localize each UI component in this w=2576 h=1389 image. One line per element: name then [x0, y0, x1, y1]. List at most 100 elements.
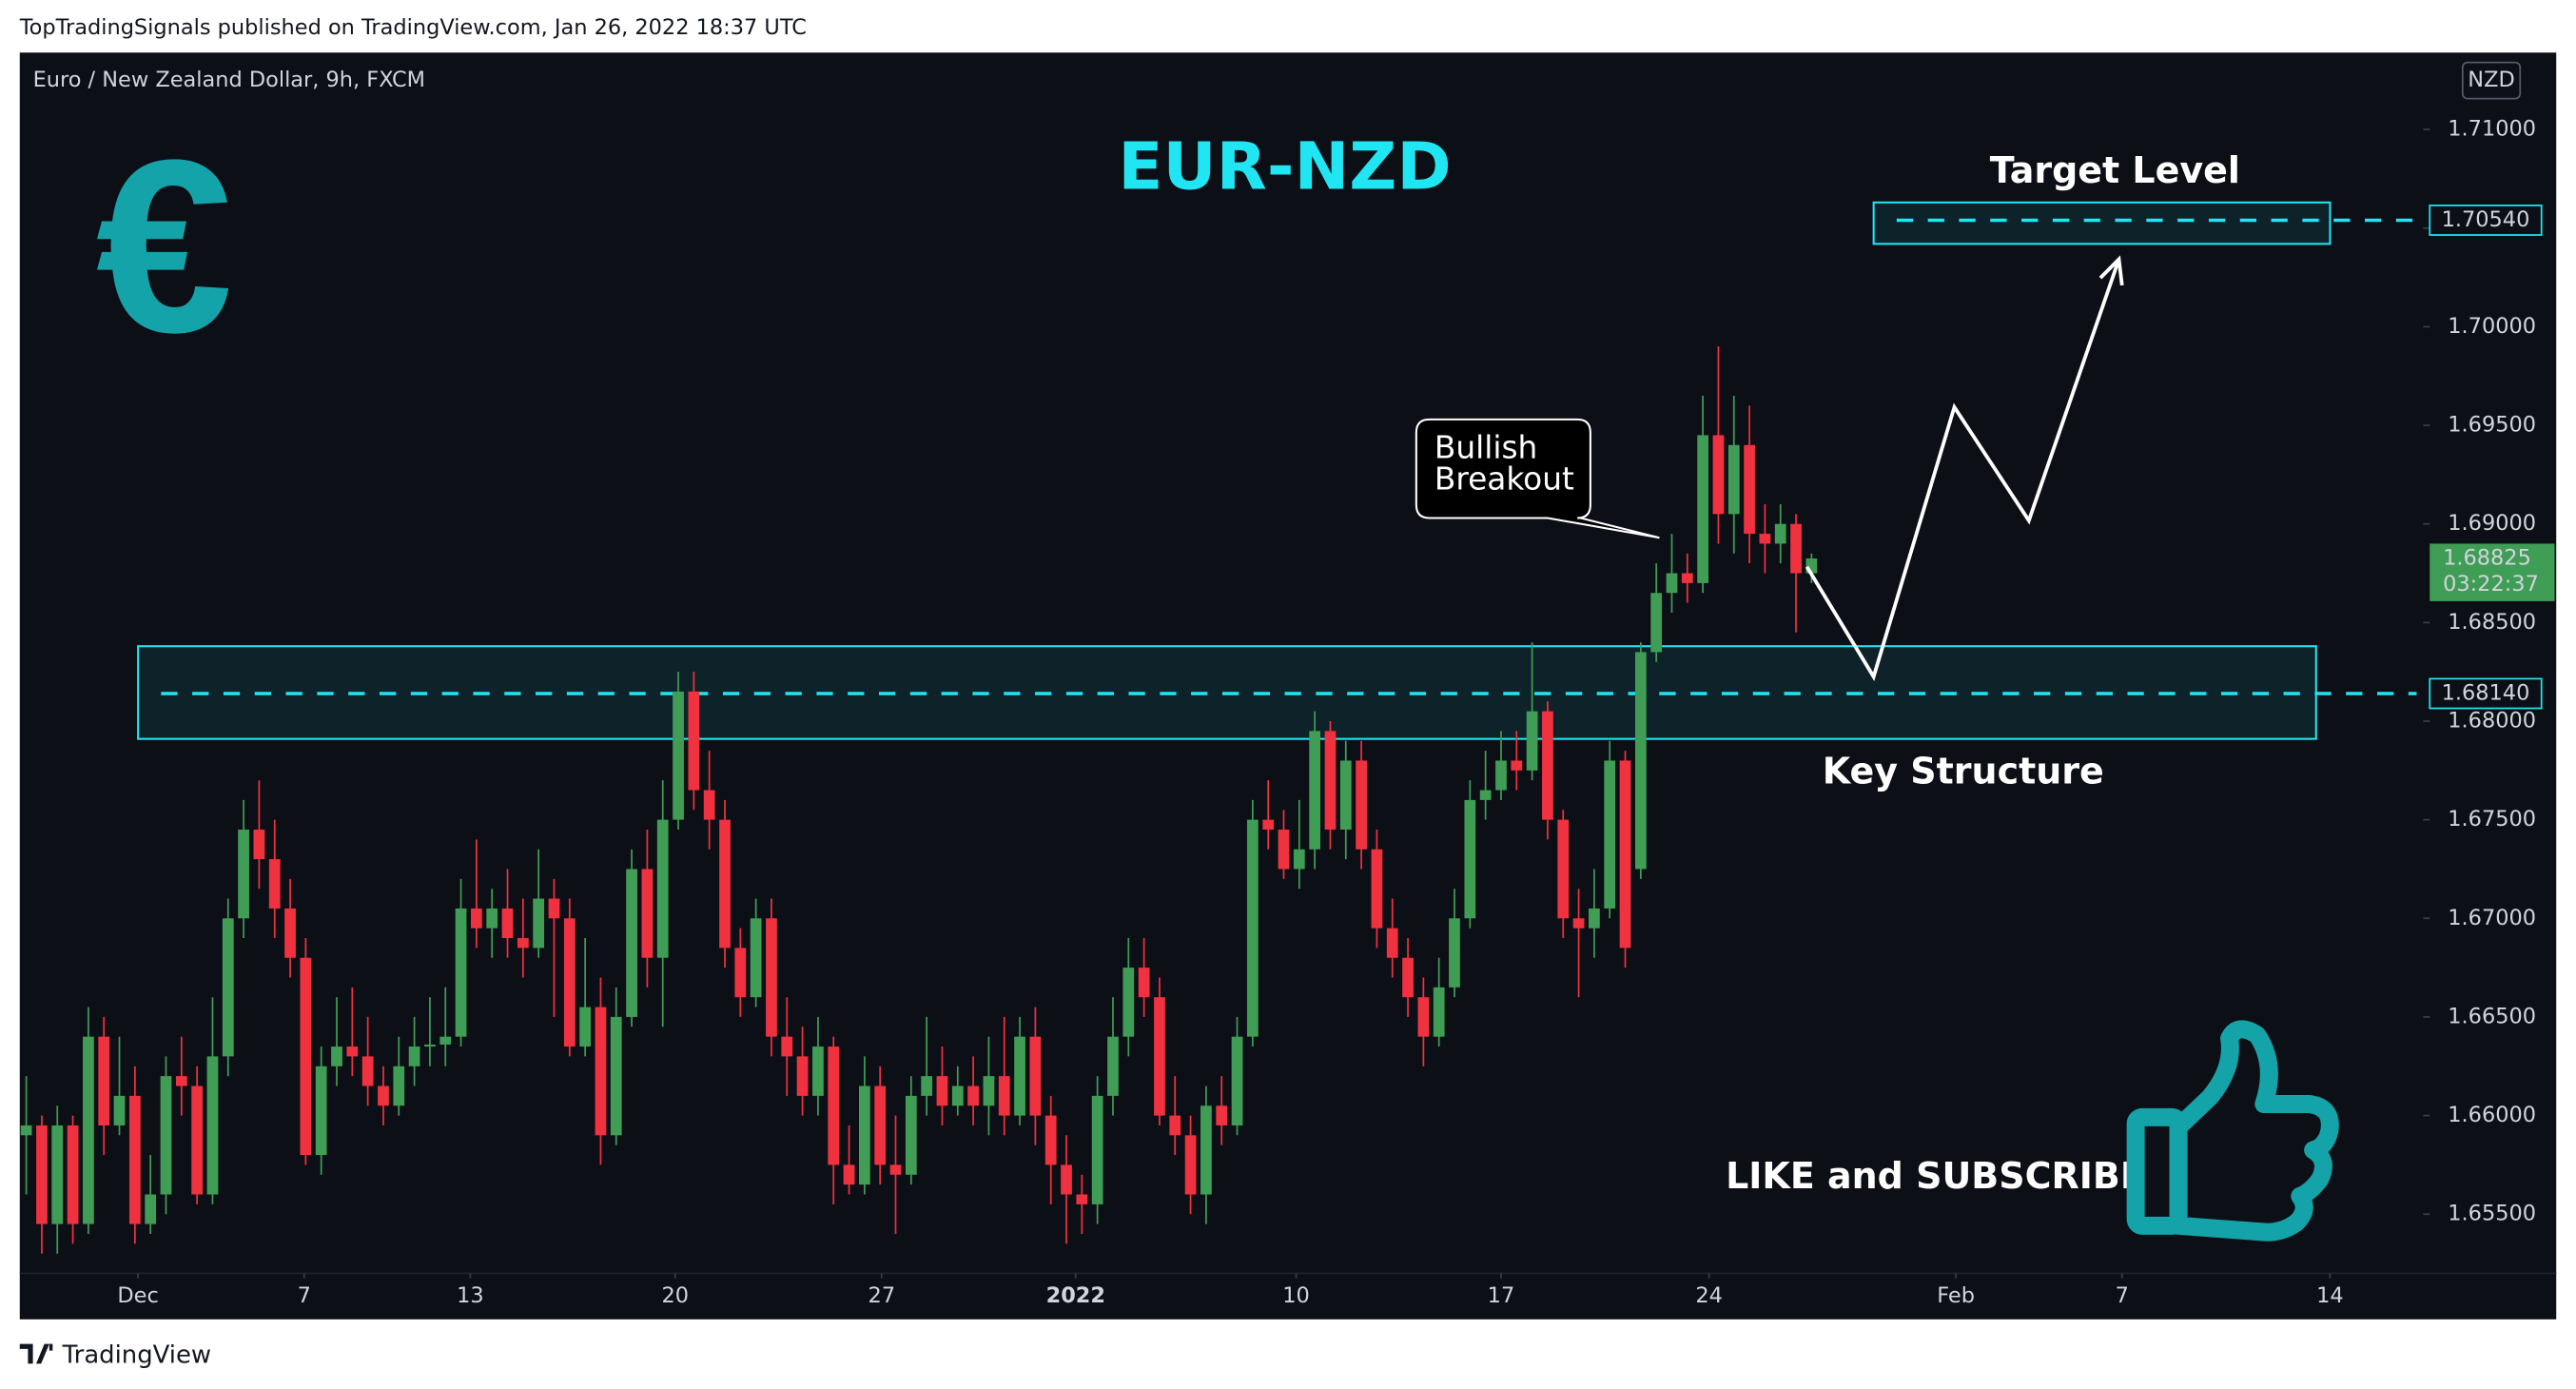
candle-body [471, 908, 482, 929]
candle-body [145, 1194, 157, 1224]
candle-body [378, 1086, 389, 1106]
candle-body [20, 1125, 32, 1136]
y-tick-label: 1.65500 [2448, 1202, 2536, 1226]
candle-body [595, 1007, 607, 1136]
candle-body [610, 1016, 622, 1136]
candle-body [1184, 1135, 1197, 1195]
publish-header: TopTradingSignals published on TradingVi… [19, 15, 807, 40]
chart-background [19, 52, 2557, 1320]
candle-body [424, 1044, 436, 1047]
candle-body [1200, 1105, 1212, 1195]
candle-body [1138, 968, 1150, 998]
candle-body [1371, 849, 1383, 929]
candle-body [1727, 444, 1740, 515]
zone-box [1872, 201, 2332, 245]
candle-body [284, 908, 296, 958]
candle-body [533, 898, 545, 949]
candle-body [703, 790, 715, 820]
candle-body [781, 1036, 793, 1057]
candle-body [83, 1036, 94, 1224]
candle-body [1262, 819, 1275, 831]
y-tick-label: 1.69500 [2448, 413, 2536, 438]
candle-body [1634, 652, 1647, 870]
candle-body [517, 938, 529, 949]
candle-body [750, 918, 762, 998]
candle-body [191, 1086, 204, 1195]
callout-text: Bullish [1434, 429, 1538, 465]
candle-body [766, 918, 777, 1037]
level-price-tag [2429, 205, 2543, 236]
candle-body [1774, 523, 1786, 544]
candle-body [1061, 1164, 1072, 1195]
candle-body [1014, 1036, 1025, 1116]
y-tick-label: 1.69000 [2448, 511, 2536, 536]
candle-body [936, 1076, 948, 1106]
candle-body [1402, 957, 1414, 998]
zones: 1.70540 Target Level 1.68140 Key Structure [137, 149, 2543, 792]
candle-body [206, 1056, 219, 1195]
callout-box [1415, 418, 1660, 539]
candle-body [719, 819, 731, 949]
chart-title: EUR-NZD [1118, 129, 1451, 205]
candle-body [843, 1164, 855, 1185]
symbol-label: Euro / New Zealand Dollar, 9h, FXCM [33, 68, 425, 92]
candle-body [1417, 997, 1430, 1037]
candle-body [641, 869, 654, 958]
x-tick-label: 10 [1282, 1283, 1310, 1308]
candle-body [128, 1095, 141, 1224]
candle-body [1044, 1115, 1057, 1165]
candle-body [1246, 819, 1259, 1037]
candle-body [1356, 760, 1367, 850]
candle-body [455, 908, 467, 1037]
candle-body [1495, 760, 1507, 791]
candle-body [51, 1125, 64, 1224]
x-tick-label: 24 [1695, 1283, 1723, 1308]
candle-body [967, 1086, 979, 1106]
candle-body [36, 1125, 48, 1224]
candle-body [268, 859, 281, 909]
footer-brand: TradingView [62, 1340, 211, 1369]
candle-body [98, 1036, 110, 1125]
candle-body [1339, 760, 1352, 831]
candle-body [579, 1007, 591, 1047]
candle-body [998, 1076, 1010, 1116]
candle-body [1697, 435, 1709, 583]
candle-body [905, 1095, 917, 1175]
candle-body [1790, 523, 1802, 574]
candle-body [1464, 799, 1476, 919]
x-tick-label: 17 [1488, 1283, 1515, 1308]
candle-body [1293, 849, 1305, 870]
logo-mark [19, 1343, 53, 1364]
candle-body [796, 1056, 809, 1096]
candle-body [734, 948, 747, 998]
candle-body [688, 691, 700, 791]
candle-body [1309, 731, 1321, 850]
candle-body [1449, 918, 1460, 988]
candle-body [315, 1066, 327, 1156]
candle-body [1572, 918, 1585, 929]
tradingview-logo: TradingView [19, 1340, 211, 1369]
candle-body [393, 1066, 405, 1106]
zone-label: Key Structure [1823, 750, 2104, 792]
candle-body [828, 1047, 840, 1165]
x-tick-label: 20 [661, 1283, 689, 1308]
candle-body [408, 1047, 420, 1066]
thumbs-up-icon [2126, 1020, 2339, 1242]
x-tick-label: 7 [298, 1283, 311, 1308]
x-tick-label: 13 [457, 1283, 484, 1308]
candle-body [1542, 711, 1553, 820]
candle-body [858, 1086, 870, 1185]
candle-body [1805, 558, 1818, 574]
level-price-tag [2429, 677, 2543, 710]
candle-body [1479, 790, 1492, 800]
euro-icon: € [96, 108, 233, 383]
last-price-label: 1.68825 [2443, 545, 2531, 570]
candle-body [1091, 1095, 1103, 1204]
candle-body [1076, 1194, 1088, 1204]
candle-body [1433, 987, 1445, 1037]
candle-body [300, 957, 312, 1156]
countdown-label: 03:22:37 [2443, 572, 2539, 597]
candle-body [175, 1076, 187, 1086]
